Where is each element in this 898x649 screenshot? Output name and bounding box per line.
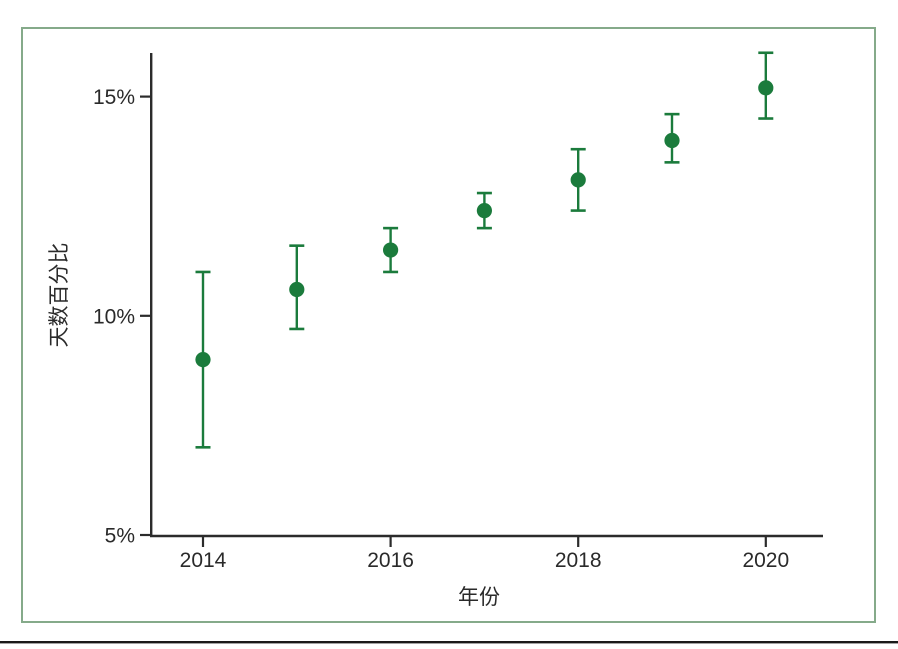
- data-point: [664, 132, 680, 149]
- y-tick-label: 15%: [93, 86, 135, 109]
- y-tick-label: 5%: [105, 525, 135, 548]
- x-tick-label: 2016: [367, 549, 414, 572]
- data-point: [758, 80, 774, 96]
- data-point: [383, 242, 399, 258]
- data-point-group-2015: [289, 244, 305, 331]
- data-point-group-2016: [383, 226, 399, 274]
- data-point-group-2020: [758, 51, 774, 120]
- data-point-group-2019: [664, 112, 680, 164]
- plot-area: 5% 10% 15% 2014 2016 2018 2020: [93, 51, 823, 572]
- chart-frame: [0, 27, 898, 644]
- y-tick-label: 10%: [93, 305, 135, 328]
- data-point: [570, 172, 586, 188]
- data-point-group-2017: [476, 191, 492, 230]
- x-tick-label: 2014: [180, 549, 227, 572]
- frame-border: [21, 27, 876, 623]
- data-point: [476, 202, 492, 219]
- data-point-group-2014: [195, 270, 211, 449]
- data-point: [195, 352, 211, 368]
- data-point: [289, 281, 305, 298]
- x-tick-label: 2018: [555, 549, 602, 572]
- data-point-group-2018: [570, 147, 586, 212]
- x-tick-label: 2020: [742, 549, 789, 572]
- bottom-divider: [0, 641, 898, 644]
- x-axis-title: 年份: [458, 586, 500, 609]
- y-axis-title: 天数百分比: [48, 243, 71, 348]
